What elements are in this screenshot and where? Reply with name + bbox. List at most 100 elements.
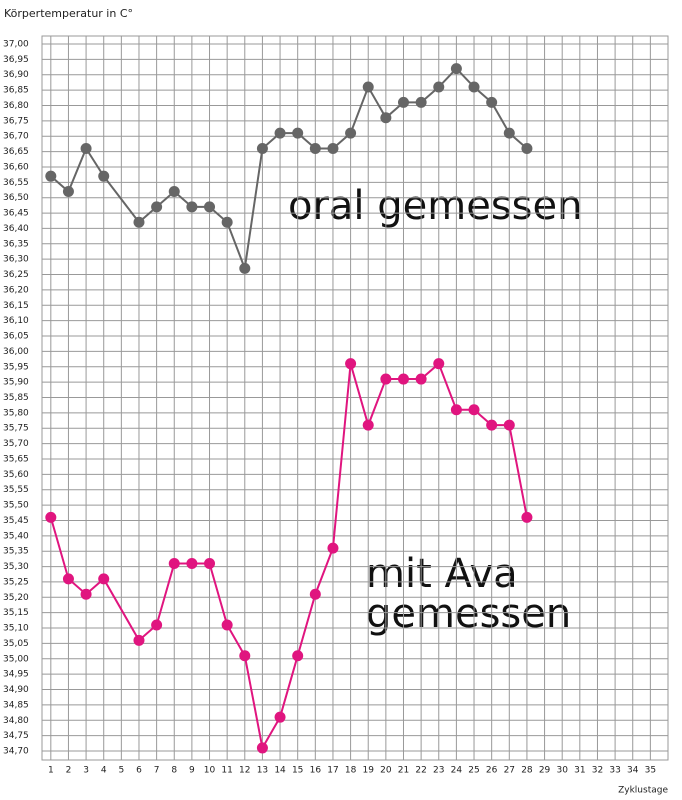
- data-point: [292, 127, 304, 139]
- data-point: [168, 186, 180, 198]
- data-point: [133, 634, 145, 646]
- data-point: [486, 419, 498, 431]
- y-tick-label: 36,15: [3, 301, 29, 311]
- series-line: [50, 67, 528, 273]
- x-tick-label: 11: [221, 766, 232, 776]
- data-point: [186, 557, 198, 569]
- x-tick-label: 24: [451, 766, 463, 776]
- y-tick-label: 35,90: [3, 378, 29, 388]
- annotation: gemessen: [366, 591, 571, 637]
- y-tick-label: 36,55: [3, 178, 29, 188]
- x-tick-label: 29: [539, 766, 551, 776]
- data-point: [397, 373, 409, 385]
- y-tick-label: 36,90: [3, 70, 29, 80]
- x-tick-label: 9: [189, 766, 195, 776]
- x-tick-label: 33: [609, 766, 620, 776]
- y-tick-label: 34,85: [3, 700, 29, 710]
- x-tick-label: 15: [292, 766, 303, 776]
- data-point: [362, 419, 374, 431]
- y-tick-label: 36,60: [3, 162, 29, 172]
- data-point: [204, 557, 216, 569]
- y-tick-label: 34,90: [3, 685, 29, 695]
- data-point: [168, 557, 180, 569]
- y-tick-label: 36,20: [3, 285, 29, 295]
- y-tick-label: 36,80: [3, 101, 29, 111]
- x-tick-label: 35: [645, 766, 656, 776]
- data-point: [256, 143, 268, 155]
- y-tick-label: 35,75: [3, 424, 29, 434]
- data-point: [80, 588, 92, 600]
- data-point: [415, 96, 427, 108]
- x-tick-label: 13: [257, 766, 268, 776]
- y-tick-label: 34,70: [3, 747, 29, 757]
- y-tick-label: 35,05: [3, 639, 29, 649]
- x-tick-label: 4: [101, 766, 107, 776]
- data-point: [345, 358, 357, 370]
- data-point: [415, 373, 427, 385]
- y-tick-label: 34,95: [3, 670, 29, 680]
- data-point: [62, 573, 74, 585]
- x-tick-label: 21: [398, 766, 409, 776]
- x-tick-label: 20: [380, 766, 392, 776]
- annotation: oral gemessen: [288, 183, 582, 229]
- y-tick-label: 35,95: [3, 362, 29, 372]
- y-tick-label: 35,45: [3, 516, 29, 526]
- y-tick-label: 34,75: [3, 731, 29, 741]
- data-point: [521, 511, 533, 523]
- y-tick-label: 36,65: [3, 147, 29, 157]
- data-point: [274, 711, 286, 723]
- data-point: [486, 96, 498, 108]
- data-point: [345, 127, 357, 139]
- data-point: [239, 262, 251, 274]
- y-tick-label: 36,30: [3, 255, 29, 265]
- data-point: [450, 404, 462, 416]
- y-tick-label: 35,50: [3, 501, 29, 511]
- y-tick-label: 35,85: [3, 393, 29, 403]
- data-point: [62, 186, 74, 198]
- data-point: [204, 201, 216, 213]
- x-tick-label: 17: [327, 766, 338, 776]
- data-point: [450, 63, 462, 75]
- y-tick-label: 36,75: [3, 116, 29, 126]
- x-tick-label: 30: [556, 766, 568, 776]
- x-tick-label: 28: [521, 766, 533, 776]
- y-tick-label: 35,80: [3, 408, 29, 418]
- x-tick-label: 32: [592, 766, 603, 776]
- data-point: [380, 373, 392, 385]
- y-tick-label: 35,60: [3, 470, 29, 480]
- y-tick-label: 35,20: [3, 593, 29, 603]
- data-point: [151, 201, 163, 213]
- y-tick-label: 36,85: [3, 86, 29, 96]
- x-tick-label: 5: [118, 766, 124, 776]
- chart-title: Körpertemperatur in C°: [4, 7, 133, 20]
- x-tick-label: 12: [239, 766, 250, 776]
- data-point: [327, 143, 339, 155]
- x-axis-label: Zyklustage: [618, 786, 668, 796]
- x-tick-label: 3: [83, 766, 89, 776]
- y-tick-label: 36,50: [3, 193, 29, 203]
- data-point: [80, 143, 92, 155]
- y-tick-label: 36,00: [3, 347, 29, 357]
- y-tick-label: 35,25: [3, 577, 29, 587]
- data-point: [186, 201, 198, 213]
- data-point: [151, 619, 163, 631]
- y-tick-label: 35,35: [3, 547, 29, 557]
- data-point: [256, 742, 268, 754]
- data-point: [221, 216, 233, 228]
- data-point: [239, 650, 251, 662]
- y-tick-label: 34,80: [3, 716, 29, 726]
- data-point: [433, 81, 445, 93]
- data-point: [327, 542, 339, 554]
- data-point: [503, 127, 515, 139]
- y-tick-label: 35,10: [3, 624, 29, 634]
- x-tick-label: 7: [154, 766, 160, 776]
- x-tick-label: 27: [504, 766, 515, 776]
- y-tick-label: 36,25: [3, 270, 29, 280]
- y-tick-label: 36,05: [3, 332, 29, 342]
- data-point: [274, 127, 286, 139]
- y-tick-label: 36,10: [3, 316, 29, 326]
- x-tick-label: 19: [362, 766, 374, 776]
- y-tick-label: 36,70: [3, 132, 29, 142]
